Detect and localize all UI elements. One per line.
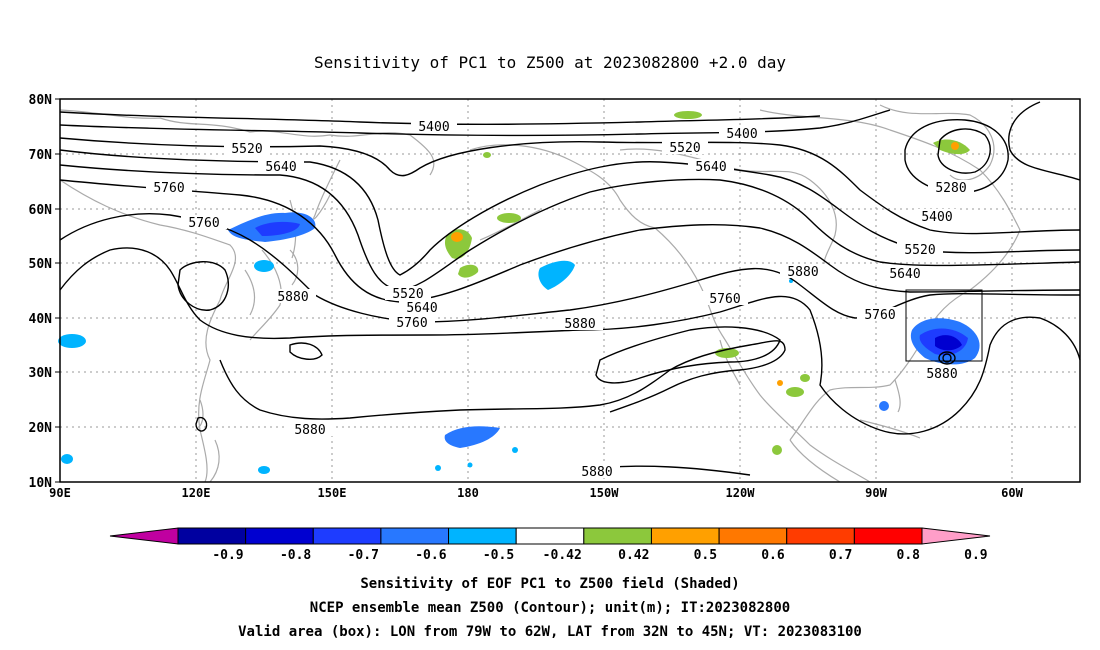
- colorbar-swatch: [245, 527, 314, 545]
- lat-label: 70N: [29, 148, 53, 163]
- contour-label: 5640: [265, 160, 296, 175]
- colorbar-label: -0.6: [415, 548, 446, 563]
- lat-label: 20N: [29, 421, 53, 436]
- lon-label: 150E: [318, 486, 347, 500]
- colorbar-swatch: [380, 527, 450, 545]
- lon-label: 60W: [1001, 486, 1023, 500]
- colorbar-swatch: [853, 527, 923, 545]
- lon-label: 180: [457, 486, 479, 500]
- contour-label: 5760: [709, 292, 740, 307]
- colorbar-label: -0.42: [543, 548, 582, 563]
- contour-label: 5640: [695, 160, 726, 175]
- lat-axis: 80N 70N 60N 50N 40N 30N 20N 10N: [29, 93, 53, 491]
- lat-label: 30N: [29, 366, 53, 381]
- colorbar-arrow-right: [921, 527, 991, 545]
- valid-area-box: [905, 289, 983, 362]
- contour-label: 5400: [726, 127, 757, 142]
- colorbar-label: 0.8: [897, 548, 921, 563]
- lon-axis: 90E 120E 150E 180 150W 120W 90W 60W: [49, 486, 1023, 500]
- sensitivity-shading: [58, 111, 980, 474]
- colorbar-label: -0.8: [280, 548, 311, 563]
- colorbar-label: 0.9: [964, 548, 987, 563]
- caption-line-3: Valid area (box): LON from 79W to 62W, L…: [238, 624, 862, 640]
- plot-frame: [59, 98, 1081, 483]
- lon-label: 120W: [726, 486, 756, 500]
- lat-label: 50N: [29, 257, 53, 272]
- contour-label: 5880: [277, 290, 308, 305]
- caption-line-2: NCEP ensemble mean Z500 (Contour); unit(…: [310, 600, 790, 616]
- contour-label: 5760: [864, 308, 895, 323]
- lat-label: 80N: [29, 93, 53, 108]
- colorbar-label: 0.6: [761, 548, 785, 563]
- lon-label: 90W: [865, 486, 887, 500]
- contour-label: 5400: [418, 120, 449, 135]
- colorbar-swatch: [786, 527, 855, 545]
- contour-label: 5280: [935, 181, 966, 196]
- colorbar-swatch: [515, 527, 585, 545]
- lat-label: 60N: [29, 203, 53, 218]
- contour-label: 5880: [581, 465, 612, 480]
- contour-label: 5520: [904, 243, 935, 258]
- contour-label: 5640: [406, 301, 437, 316]
- colorbar-arrow-left: [109, 527, 179, 545]
- contour-label: 5400: [921, 210, 952, 225]
- caption-line-1: Sensitivity of EOF PC1 to Z500 field (Sh…: [360, 576, 739, 592]
- colorbar-swatch: [177, 527, 247, 545]
- colorbar-label: -0.7: [348, 548, 379, 563]
- colorbar-swatch: [312, 527, 382, 545]
- contour-label: 5880: [787, 265, 818, 280]
- colorbar-label: -0.9: [212, 548, 243, 563]
- contour-labels: 5400 5400 5520 5520 5640 5640 5760 5760 …: [146, 119, 974, 480]
- caption: Sensitivity of EOF PC1 to Z500 field (Sh…: [238, 576, 862, 640]
- lon-label: 120E: [182, 486, 211, 500]
- contour-label: 5880: [294, 423, 325, 438]
- lat-label: 10N: [29, 476, 53, 491]
- lat-label: 40N: [29, 312, 53, 327]
- colorbar-swatch: [718, 527, 788, 545]
- contour-label: 5520: [392, 287, 423, 302]
- contour-label: 5760: [188, 216, 219, 231]
- contour-label: 5640: [889, 267, 920, 282]
- colorbar-label: 0.7: [829, 548, 852, 563]
- colorbar-label: 0.42: [618, 548, 649, 563]
- contour-label: 5760: [153, 181, 184, 196]
- colorbar-swatch: [448, 527, 517, 545]
- contour-label: 5760: [396, 316, 427, 331]
- contour-label: 5880: [564, 317, 595, 332]
- colorbar: -0.9 -0.8 -0.7 -0.6 -0.5 -0.42 0.42 0.5 0.6 0.7 0.…: [109, 527, 991, 563]
- lat-ticks: [55, 98, 60, 483]
- lon-label: 90E: [49, 486, 71, 500]
- colorbar-swatch: [650, 527, 720, 545]
- colorbar-swatch: [583, 527, 652, 545]
- lon-label: 150W: [590, 486, 620, 500]
- colorbar-label: -0.5: [483, 548, 514, 563]
- contour-label: 5520: [669, 141, 700, 156]
- colorbar-label: 0.5: [694, 548, 717, 563]
- contour-label: 5520: [231, 142, 262, 157]
- contour-label: 5880: [926, 367, 957, 382]
- plot-area: 5400 5400 5520 5520 5640 5640 5760 5760 …: [58, 98, 1081, 483]
- map-title: Sensitivity of PC1 to Z500 at 2023082800…: [314, 53, 786, 72]
